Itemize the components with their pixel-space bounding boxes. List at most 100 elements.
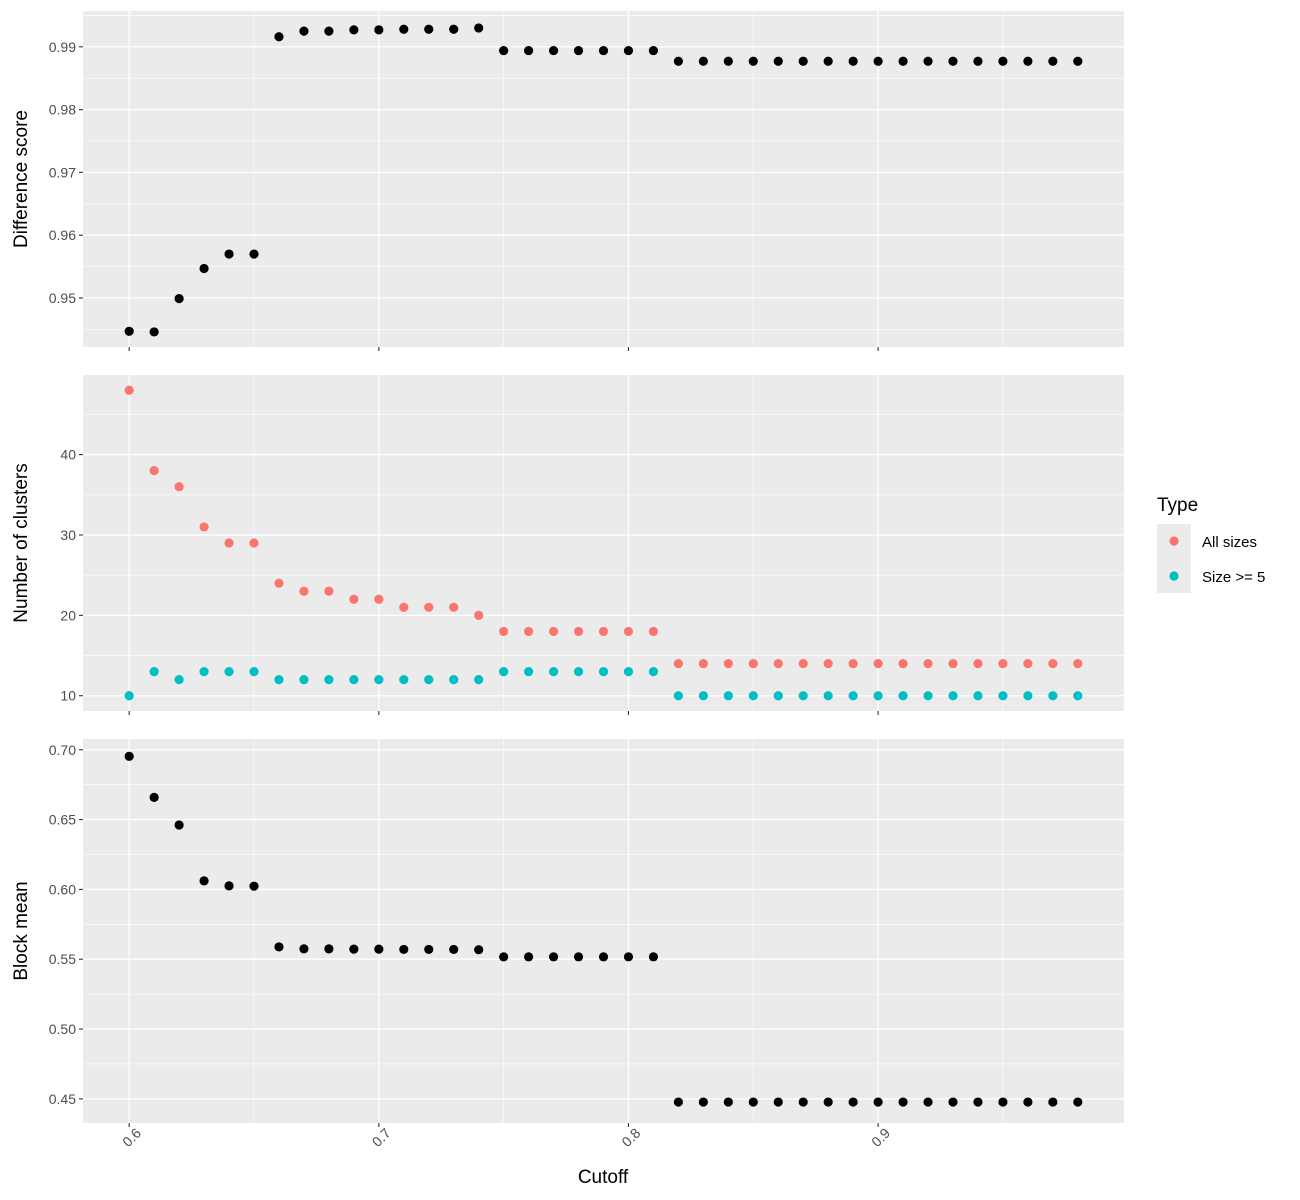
panel-background <box>83 11 1124 347</box>
y-tick-label: 0.55 <box>49 951 76 967</box>
y-tick-label: 30 <box>60 527 76 543</box>
panel-top: 0.95 0.96 0.97 0.98 0.99 Difference score <box>11 11 1124 351</box>
data-point <box>374 25 384 35</box>
data-point <box>474 23 484 33</box>
y-tick-label: 0.60 <box>49 881 76 897</box>
data-point <box>623 45 634 56</box>
data-point <box>399 602 409 612</box>
y-tick-label: 0.50 <box>49 1021 76 1037</box>
y-axis-title: Number of clusters <box>11 463 32 622</box>
data-point <box>349 675 359 685</box>
data-point <box>948 691 958 701</box>
data-point <box>124 691 134 701</box>
x-tick-label: 0.7 <box>369 1125 394 1150</box>
data-point <box>299 26 309 36</box>
y-tick-label: 0.70 <box>49 742 76 758</box>
data-point <box>973 658 983 669</box>
data-point <box>673 56 683 66</box>
data-point <box>424 602 434 612</box>
data-point <box>299 586 309 596</box>
data-point <box>324 26 334 36</box>
data-point <box>773 691 783 701</box>
data-point <box>1073 56 1083 66</box>
data-point <box>898 691 908 701</box>
data-point <box>948 56 958 66</box>
data-point <box>524 626 534 637</box>
data-point <box>698 691 708 701</box>
data-point <box>174 294 184 304</box>
data-point <box>374 675 384 685</box>
panels: 0.95 0.96 0.97 0.98 0.99 Difference score 10 20… <box>11 11 1124 1150</box>
data-point <box>773 56 783 66</box>
data-point <box>748 1097 758 1107</box>
data-point <box>349 944 359 954</box>
data-point <box>374 594 384 604</box>
y-tick-label: 0.96 <box>49 227 76 243</box>
data-point <box>224 249 234 259</box>
data-point <box>748 658 758 669</box>
data-point <box>249 881 259 891</box>
data-point <box>424 675 434 685</box>
data-point <box>299 944 309 954</box>
x-tick-label: 0.9 <box>868 1125 893 1150</box>
data-point <box>249 249 259 259</box>
data-point <box>573 45 584 56</box>
data-point <box>174 675 184 685</box>
data-point <box>249 667 259 677</box>
data-point <box>1048 1097 1058 1107</box>
data-point <box>898 658 908 669</box>
data-point <box>349 594 359 604</box>
data-point <box>424 944 434 955</box>
data-point <box>499 952 509 962</box>
data-point <box>598 45 609 56</box>
data-point <box>723 56 733 66</box>
y-tick-label: 10 <box>60 688 76 704</box>
data-point <box>1023 691 1033 701</box>
data-point <box>548 45 559 56</box>
x-tick-label: 0.6 <box>119 1125 144 1150</box>
legend-key-all-sizes <box>1169 536 1179 546</box>
data-point <box>449 675 459 685</box>
data-point <box>1023 1097 1033 1107</box>
panel-background <box>83 375 1124 711</box>
data-point <box>798 691 808 701</box>
data-point <box>149 667 159 677</box>
data-point <box>898 1097 908 1107</box>
data-point <box>274 578 284 588</box>
data-point <box>973 691 983 701</box>
data-point <box>224 667 234 677</box>
data-point <box>998 1097 1008 1107</box>
data-point <box>898 56 908 66</box>
data-point <box>623 952 634 962</box>
legend-label-size-5: Size >= 5 <box>1202 569 1265 586</box>
data-point <box>1023 658 1033 669</box>
data-point <box>998 658 1008 669</box>
data-point <box>848 1097 858 1107</box>
data-point <box>948 1097 958 1107</box>
data-point <box>673 691 683 701</box>
x-tick-label: 0.8 <box>618 1125 643 1150</box>
data-point <box>848 691 858 701</box>
data-point <box>973 1097 983 1107</box>
data-point <box>1048 658 1058 669</box>
panel-middle: 10 20 30 40 Number of clusters <box>11 375 1124 715</box>
y-tick-label: 0.98 <box>49 102 76 118</box>
data-point <box>748 691 758 701</box>
data-point <box>823 56 833 66</box>
data-point <box>798 56 808 66</box>
data-point <box>324 586 334 596</box>
data-point <box>923 1097 933 1107</box>
legend: Type All sizes Size >= 5 <box>1157 495 1265 593</box>
data-point <box>848 658 858 669</box>
data-point <box>648 667 659 677</box>
data-point <box>374 944 384 954</box>
data-point <box>698 56 708 66</box>
data-point <box>923 658 933 669</box>
data-point <box>948 658 958 669</box>
data-point <box>548 626 559 637</box>
data-point <box>174 820 184 830</box>
series-points <box>124 751 1083 1107</box>
data-point <box>149 466 159 476</box>
panel-background <box>83 739 1124 1123</box>
